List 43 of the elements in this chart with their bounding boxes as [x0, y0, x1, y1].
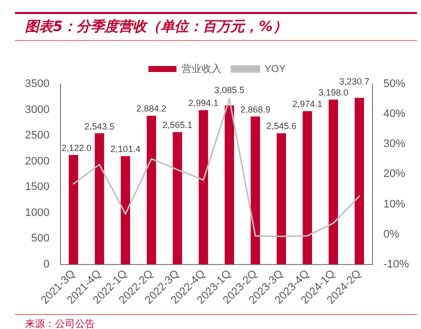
data-label: 2,974.1	[292, 99, 322, 110]
data-label: 3,230.7	[339, 76, 370, 87]
bar	[276, 133, 286, 264]
y2-tick-label: 30%	[383, 138, 406, 150]
data-label: 2,101.4	[110, 144, 140, 154]
y2-tick-label: 0%	[383, 228, 400, 240]
y-tick-label: 0	[43, 258, 50, 270]
bar	[198, 110, 208, 264]
bar	[120, 156, 130, 264]
y2-tick-label: -10%	[383, 258, 410, 270]
source-note: 来源：公司公告	[15, 314, 417, 329]
y2-tick-label: 50%	[383, 78, 406, 90]
legend-label: YOY	[264, 64, 286, 75]
y-tick-label: 3500	[24, 78, 50, 90]
data-label: 2,884.2	[136, 104, 166, 114]
y-tick-label: 1500	[24, 181, 50, 194]
bar	[94, 133, 104, 264]
bar	[354, 98, 364, 264]
bar	[250, 116, 260, 264]
y2-tick-label: 40%	[383, 108, 406, 120]
data-label: 3,198.0	[318, 88, 348, 98]
y-tick-label: 1000	[24, 206, 50, 219]
data-label: 2,868.9	[240, 104, 270, 115]
bar	[224, 105, 234, 264]
data-label: 3,085.5	[214, 85, 244, 96]
data-label: 2,994.1	[188, 98, 218, 108]
y-tick-label: 500	[31, 232, 50, 245]
bar	[68, 155, 78, 264]
bar	[328, 100, 338, 264]
data-label: 2,545.6	[266, 121, 296, 132]
data-label: 2,122.0	[61, 143, 92, 154]
data-label: 2,565.1	[162, 120, 192, 130]
y2-tick-label: 20%	[383, 168, 406, 180]
bar	[146, 116, 156, 264]
bar	[302, 111, 312, 264]
y-tick-label: 2500	[24, 130, 50, 142]
y2-tick-label: 10%	[383, 198, 406, 210]
bar	[172, 132, 182, 264]
legend-label: 营业收入	[181, 62, 222, 75]
data-label: 2,543.5	[84, 121, 114, 132]
y-tick-label: 2000	[24, 155, 50, 168]
y-tick-label: 3000	[24, 104, 50, 116]
chart-title: 图表5：分季度营收（单位：百万元，%）	[15, 12, 417, 41]
